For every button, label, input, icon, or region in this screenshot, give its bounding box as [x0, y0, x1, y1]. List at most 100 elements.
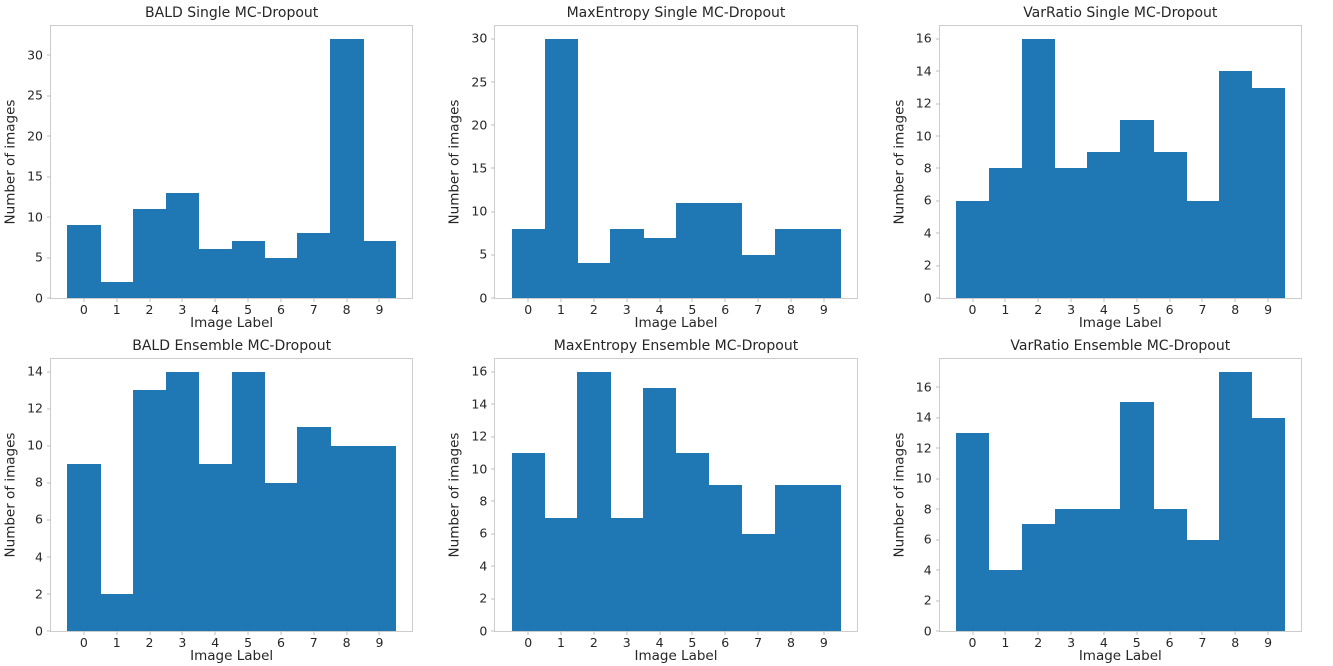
- y-tick: [491, 124, 496, 126]
- bar-label-7: [1186, 200, 1220, 298]
- y-tick-label: 2: [35, 585, 43, 601]
- x-tick: [691, 298, 693, 302]
- x-tick: [83, 631, 85, 635]
- y-tick: [935, 417, 940, 419]
- chart-title: VarRatio Ensemble MC-Dropout: [1010, 338, 1231, 354]
- y-tick: [491, 254, 496, 256]
- y-tick: [47, 176, 51, 178]
- bar-label-1: [988, 168, 1023, 298]
- y-tick: [935, 600, 940, 602]
- x-tick: [313, 631, 315, 635]
- bar-label-0: [956, 200, 990, 298]
- bar-label-6: [264, 257, 298, 298]
- bar-label-5: [675, 452, 710, 631]
- y-tick-label: 4: [923, 561, 932, 577]
- y-tick: [47, 257, 51, 259]
- y-tick: [935, 103, 940, 105]
- chart-maxentropy-ensemble-mc-dropout: MaxEntropy Ensemble MC-Dropout Number of…: [444, 333, 888, 666]
- y-tick-label: 5: [35, 249, 43, 265]
- y-tick: [935, 38, 940, 40]
- x-tick-label: 9: [819, 302, 828, 317]
- y-tick-label: 8: [35, 474, 43, 490]
- y-tick: [491, 565, 496, 567]
- x-tick-label: 2: [589, 635, 598, 650]
- y-tick-label: 2: [479, 590, 488, 606]
- x-tick: [757, 631, 759, 635]
- x-tick-label: 0: [79, 302, 88, 317]
- x-tick: [149, 298, 151, 302]
- bar-label-1: [544, 38, 578, 298]
- plot-area: MaxEntropy Ensemble MC-Dropout Number of…: [447, 338, 858, 663]
- x-tick-label: 1: [1001, 302, 1010, 317]
- plot-area: MaxEntropy Single MC-Dropout Number of i…: [447, 5, 858, 330]
- y-tick: [935, 200, 940, 202]
- y-tick-label: 16: [471, 363, 488, 379]
- y-tick: [491, 468, 496, 470]
- y-tick-label: 0: [35, 289, 43, 305]
- y-tick-label: 10: [915, 470, 932, 486]
- x-tick-label: 4: [1099, 302, 1108, 317]
- x-tick: [972, 631, 973, 635]
- x-tick: [823, 631, 825, 635]
- x-tick-label: 3: [1067, 635, 1076, 650]
- x-tick-label: 6: [721, 635, 730, 650]
- y-tick-label: 14: [915, 409, 932, 425]
- x-tick-label: 4: [211, 635, 220, 650]
- bar-label-3: [165, 192, 200, 298]
- y-tick-label: 2: [923, 257, 932, 273]
- x-tick: [313, 298, 315, 302]
- x-tick: [1103, 298, 1105, 302]
- y-tick-label: 6: [479, 525, 488, 541]
- y-tick-label: 14: [471, 396, 488, 412]
- x-tick: [1169, 298, 1171, 302]
- y-axis-label: Number of images: [890, 99, 907, 225]
- y-tick: [47, 54, 51, 56]
- x-tick-label: 8: [342, 302, 351, 317]
- y-tick-label: 16: [915, 30, 932, 46]
- y-tick: [491, 211, 496, 213]
- y-tick: [491, 436, 496, 438]
- x-tick: [691, 631, 693, 635]
- y-axis-label: Number of images: [446, 99, 463, 225]
- y-tick-label: 6: [35, 511, 43, 527]
- y-axis-label: Number of images: [2, 432, 19, 558]
- x-tick: [527, 631, 529, 635]
- x-tick-label: 9: [375, 302, 384, 317]
- bar-label-1: [100, 281, 134, 298]
- x-tick: [181, 631, 183, 635]
- bar-label-1: [100, 594, 134, 631]
- y-tick-label: 14: [27, 363, 43, 379]
- x-tick: [823, 298, 825, 302]
- bar-label-8: [1218, 71, 1253, 298]
- bar-label-3: [1054, 168, 1088, 298]
- bar-label-5: [1120, 402, 1154, 631]
- y-tick: [47, 371, 51, 373]
- y-tick-label: 30: [27, 46, 43, 62]
- plot-area: VarRatio Single MC-Dropout Number of ima…: [891, 5, 1302, 330]
- x-tick-label: 5: [1132, 302, 1141, 317]
- x-tick: [560, 298, 562, 302]
- x-tick-label: 3: [178, 635, 187, 650]
- x-tick: [790, 631, 792, 635]
- bar-label-1: [988, 570, 1023, 631]
- x-tick-label: 6: [1165, 635, 1174, 650]
- x-tick: [1267, 631, 1269, 635]
- y-tick: [935, 630, 940, 632]
- y-tick: [935, 447, 940, 449]
- x-tick-label: 7: [1198, 302, 1207, 317]
- bar-label-5: [231, 371, 265, 631]
- x-tick: [1136, 631, 1138, 635]
- y-axis-label: Number of images: [890, 432, 907, 558]
- x-tick: [1004, 631, 1006, 635]
- x-tick-label: 2: [1034, 302, 1043, 317]
- bar-label-8: [774, 228, 808, 298]
- x-tick: [593, 298, 595, 302]
- x-tick-label: 8: [1231, 302, 1240, 317]
- x-tick-label: 3: [622, 302, 631, 317]
- x-tick-label: 4: [1099, 635, 1108, 650]
- bar-label-8: [330, 445, 364, 631]
- x-tick: [346, 298, 348, 302]
- bar-label-3: [165, 371, 200, 631]
- x-tick-label: 9: [375, 635, 384, 650]
